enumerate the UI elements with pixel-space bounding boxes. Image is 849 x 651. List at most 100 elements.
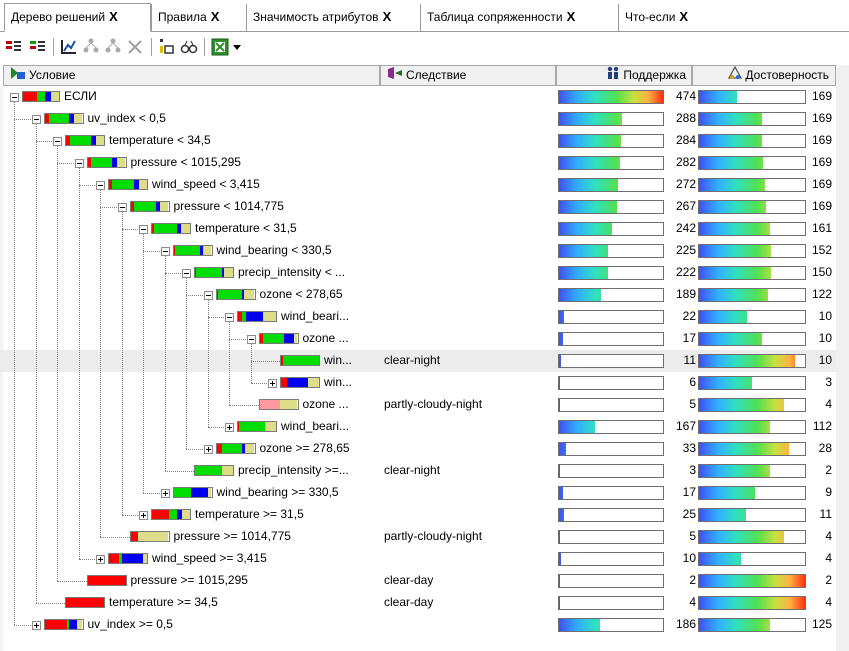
tree-connector — [229, 339, 246, 340]
tree-row[interactable]: wind_beari... 167 112 — [0, 416, 836, 438]
dropdown-arrow-icon[interactable] — [231, 37, 243, 57]
class-segment — [112, 158, 118, 167]
confidence-gauge — [698, 530, 806, 544]
condition-text: wind_speed < 3,415 — [152, 177, 260, 191]
column-header-condition[interactable]: Условие — [3, 65, 380, 86]
collapse-node-icon[interactable] — [53, 137, 62, 146]
confidence-value: 4 — [825, 551, 832, 565]
class-segment — [95, 136, 104, 145]
column-header-support[interactable]: Поддержка — [556, 65, 692, 86]
expand-node-icon[interactable] — [268, 379, 277, 388]
class-segment — [259, 400, 281, 409]
collapse-node-icon[interactable] — [203, 291, 213, 300]
tree-row[interactable]: ozone ... 17 10 — [0, 328, 836, 350]
expand-node-icon[interactable] — [139, 511, 148, 520]
confidence-fill — [699, 377, 752, 389]
class-segment — [196, 268, 222, 277]
class-segment — [262, 312, 276, 321]
column-header-confidence[interactable]: Достоверность — [692, 65, 836, 86]
collapse-node-icon[interactable] — [139, 225, 148, 234]
tab-3[interactable]: Значимость атрибутов X — [246, 4, 420, 31]
collapse-node-icon[interactable] — [182, 269, 191, 278]
tab-close-icon[interactable]: X — [382, 9, 392, 24]
class-segment — [222, 444, 242, 453]
support-value: 474 — [675, 89, 696, 103]
confidence-value: 112 — [812, 419, 832, 433]
find-icon[interactable] — [179, 37, 199, 57]
tree-connector — [143, 493, 160, 494]
class-segment — [182, 510, 190, 519]
tree-row[interactable]: wind_bearing < 330,5 225 152 — [0, 240, 836, 262]
tree-row[interactable]: uv_index >= 0,5 186 125 — [0, 614, 836, 636]
tree-row[interactable]: wind_beari... 22 10 — [0, 306, 836, 328]
pattern-icon[interactable] — [157, 37, 177, 57]
vertical-scrollbar[interactable] — [836, 65, 849, 651]
tree-row[interactable]: win... clear-night 11 10 — [0, 350, 836, 372]
class-segment — [109, 554, 119, 563]
support-value: 186 — [675, 617, 696, 631]
expand-node-icon[interactable] — [31, 621, 41, 630]
expand-node-icon[interactable] — [160, 489, 170, 498]
tree-row[interactable]: temperature >= 31,5 25 11 — [0, 504, 836, 526]
tree-row[interactable]: temperature < 34,5 284 169 — [0, 130, 836, 152]
tab-close-icon[interactable]: X — [566, 9, 576, 24]
consequence-text: clear-night — [384, 463, 441, 477]
tree-row[interactable]: wind_bearing >= 330,5 17 9 — [0, 482, 836, 504]
class-segment — [242, 290, 244, 299]
expand-node-icon[interactable] — [203, 445, 213, 454]
collapse-node-icon[interactable] — [96, 181, 105, 190]
tree-row[interactable]: ozone >= 278,65 33 28 — [0, 438, 836, 460]
class-segment — [87, 576, 126, 585]
tree-row[interactable]: win... 6 3 — [0, 372, 836, 394]
tree-row[interactable]: temperature < 31,5 242 161 — [0, 218, 836, 240]
tree-row[interactable]: uv_index < 0,5 288 169 — [0, 108, 836, 130]
collapse-node-icon[interactable] — [117, 203, 127, 212]
tree-filter-icon[interactable] — [103, 37, 123, 57]
collapse-node-icon[interactable] — [160, 247, 170, 256]
column-header-consequence[interactable]: Следствие — [380, 65, 556, 86]
tree-icon[interactable] — [81, 37, 101, 57]
tab-close-icon[interactable]: X — [210, 9, 220, 24]
tree-row[interactable]: pressure < 1015,295 282 169 — [0, 152, 836, 174]
class-distribution-bar — [65, 135, 105, 146]
chart-icon[interactable] — [59, 37, 79, 57]
tree-row[interactable]: pressure < 1014,775 267 169 — [0, 196, 836, 218]
confidence-fill — [699, 91, 738, 103]
expand-node-icon[interactable] — [96, 555, 105, 564]
collapse-node-icon[interactable] — [225, 313, 234, 322]
tab-close-icon[interactable]: X — [109, 9, 118, 24]
excel-export-icon[interactable] — [210, 37, 230, 57]
tree-row[interactable]: temperature >= 34,5 clear-day 4 4 — [0, 592, 836, 614]
tree-row[interactable]: ozone < 278,65 189 122 — [0, 284, 836, 306]
support-gauge — [558, 354, 664, 368]
support-value: 25 — [682, 507, 696, 521]
tree-row[interactable]: precip_intensity < ... 222 150 — [0, 262, 836, 284]
confidence-fill — [699, 135, 762, 147]
tab-close-icon[interactable]: X — [679, 9, 689, 24]
confidence-value: 169 — [811, 111, 832, 125]
tree-row[interactable]: ozone ... partly-cloudy-night 5 4 — [0, 394, 836, 416]
class-distribution-bar — [194, 267, 234, 278]
tree-row[interactable]: wind_speed >= 3,415 10 4 — [0, 548, 836, 570]
collapse-node-icon[interactable] — [10, 93, 19, 102]
tree-row[interactable]: wind_speed < 3,415 272 169 — [0, 174, 836, 196]
tree-row[interactable]: precip_intensity >=... clear-night 3 2 — [0, 460, 836, 482]
tree-row[interactable]: pressure >= 1015,295 clear-day 2 2 — [0, 570, 836, 592]
delete-icon[interactable] — [125, 37, 145, 57]
tab-4[interactable]: Таблица сопряженности X — [420, 4, 618, 31]
expand-node-icon[interactable] — [225, 423, 234, 432]
confidence-gauge — [698, 420, 806, 434]
tree-row[interactable]: pressure >= 1014,775 partly-cloudy-night 5… — [0, 526, 836, 548]
collapse-all-icon[interactable] — [28, 37, 48, 57]
tab-2[interactable]: Правила X — [151, 4, 246, 31]
collapse-node-icon[interactable] — [246, 335, 256, 344]
tab-1[interactable]: Дерево решений X — [4, 3, 151, 32]
class-distribution-bar — [86, 157, 127, 168]
collapse-node-icon[interactable] — [74, 159, 84, 168]
expand-all-icon[interactable] — [4, 37, 24, 57]
collapse-node-icon[interactable] — [31, 115, 41, 124]
confidence-value: 28 — [818, 441, 832, 455]
tab-5[interactable]: Что-если X — [618, 4, 710, 31]
tree-row[interactable]: ЕСЛИ 474 169 — [0, 86, 836, 108]
confidence-fill — [699, 509, 746, 521]
